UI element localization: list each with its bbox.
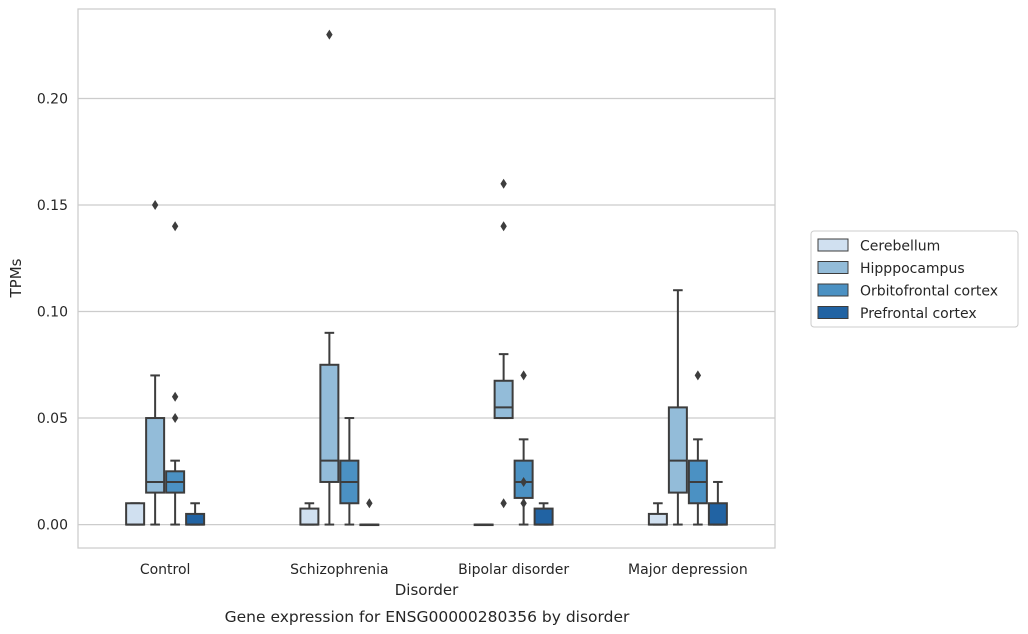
box-body	[299, 507, 320, 526]
legend-swatch	[817, 261, 849, 274]
box-cerebellum-1	[299, 502, 320, 526]
box-body	[493, 379, 514, 420]
y-axis-label: TPMs	[7, 258, 25, 298]
outlier-point	[151, 200, 159, 210]
box-hipppocampus-3	[667, 289, 688, 526]
y-tick-label: 0.20	[37, 91, 68, 107]
box-body	[145, 417, 166, 494]
outlier-point	[326, 29, 333, 40]
x-tick-label: Schizophrenia	[290, 562, 388, 578]
legend-label: Orbitofrontal cortex	[860, 284, 998, 300]
box-body	[319, 363, 340, 483]
box-body	[125, 502, 146, 526]
outlier-point	[366, 498, 373, 509]
box-hipppocampus-0	[145, 200, 166, 526]
box-body	[185, 512, 206, 526]
legend-swatch	[817, 238, 849, 252]
outlier-point	[171, 391, 179, 402]
y-tick-label: 0.00	[37, 518, 68, 534]
y-tick-label: 0.15	[37, 198, 68, 214]
plot-frame	[77, 8, 776, 549]
legend-label: Hipppocampus	[860, 261, 965, 277]
chart-caption: Gene expression for ENSG00000280356 by d…	[225, 608, 630, 626]
outlier-point	[171, 221, 179, 232]
legend-label: Cerebellum	[860, 239, 940, 255]
x-axis-ticks: Control Schizophrenia Bipolar disorder Majo…	[140, 562, 748, 578]
box-orbitofrontal-cortex-3	[687, 370, 708, 526]
y-tick-label: 0.10	[37, 305, 68, 321]
box-cerebellum-0	[125, 502, 146, 526]
legend-swatch	[817, 283, 849, 297]
box-prefrontal-cortex-2	[533, 502, 554, 526]
y-tick-label: 0.05	[37, 411, 68, 427]
box-orbitofrontal-cortex-0	[165, 221, 186, 526]
box-cerebellum-3	[647, 502, 668, 526]
x-tick-label: Control	[140, 562, 191, 578]
y-axis-ticks: 0.00 0.05 0.10 0.15 0.20	[37, 91, 68, 533]
legend-swatch	[817, 306, 849, 319]
outlier-point	[500, 221, 507, 232]
x-tick-label: Bipolar disorder	[458, 562, 569, 578]
box-prefrontal-cortex-3	[707, 480, 728, 526]
x-axis-label: Disorder	[395, 581, 459, 599]
legend-frame	[810, 230, 1019, 328]
box-orbitofrontal-cortex-1	[339, 417, 360, 526]
box-body	[533, 507, 554, 526]
box-orbitofrontal-cortex-2	[513, 370, 534, 526]
legend-label: Prefrontal cortex	[860, 306, 977, 322]
box-body	[667, 406, 688, 494]
box-prefrontal-cortex-0	[185, 502, 206, 526]
outlier-point	[171, 413, 179, 424]
box-prefrontal-cortex-1	[359, 498, 380, 527]
box-plot-series	[125, 29, 728, 527]
x-tick-label: Major depression	[628, 562, 748, 578]
outlier-point	[500, 178, 507, 189]
outlier-point	[520, 476, 527, 487]
outlier-point	[500, 498, 507, 509]
outlier-point	[520, 370, 527, 381]
box-body	[707, 502, 728, 526]
outlier-point	[520, 498, 527, 509]
outlier-point	[694, 370, 702, 381]
legend: Cerebellum Hipppocampus Orbitofrontal cort…	[810, 230, 1019, 328]
box-body	[647, 512, 668, 526]
box-hipppocampus-1	[319, 29, 340, 526]
box-cerebellum-2	[473, 523, 494, 527]
box-hipppocampus-2	[493, 178, 514, 509]
